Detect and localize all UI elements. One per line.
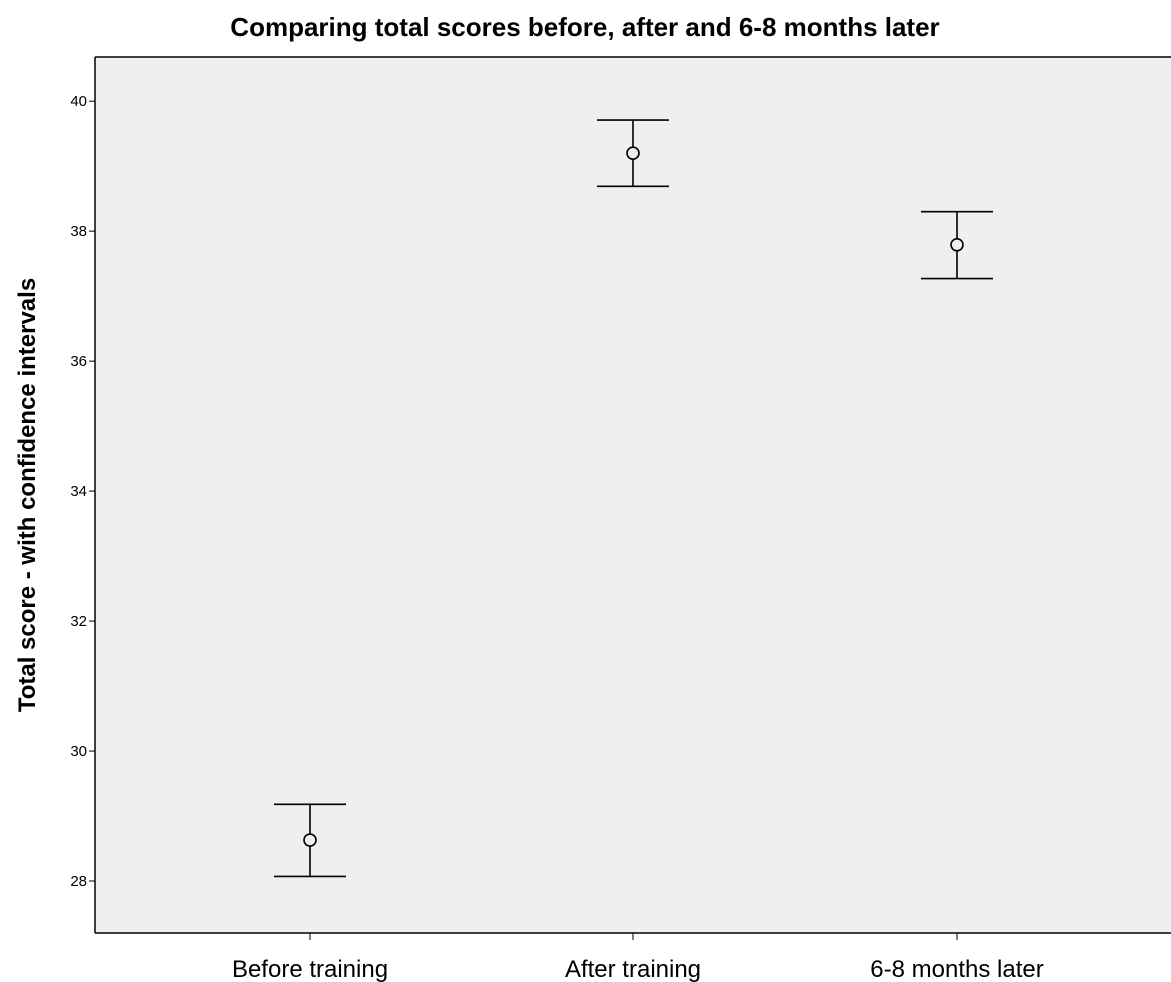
y-tick-label: 32 [70, 613, 87, 630]
x-tick-label: Before training [232, 956, 388, 982]
y-tick-label: 40 [70, 93, 87, 110]
x-tick-label: 6-8 months later [870, 956, 1043, 982]
chart-title: Comparing total scores before, after and… [230, 12, 939, 42]
mean-point [626, 146, 640, 160]
y-axis-ticks: 28 30 32 34 36 38 40 [70, 93, 95, 890]
mean-point [303, 833, 317, 847]
y-tick-label: 30 [70, 743, 87, 760]
mean-point [950, 238, 964, 252]
y-tick-label: 36 [70, 353, 87, 370]
mean-points [303, 146, 964, 847]
y-tick-label: 28 [70, 873, 87, 890]
y-tick-label: 38 [70, 223, 87, 240]
plot-area [95, 57, 1171, 933]
error-bars [274, 119, 993, 878]
x-tick-label: After training [565, 956, 701, 982]
x-axis-ticks: Before training After training 6-8 months … [232, 933, 1044, 982]
y-tick-label: 34 [70, 483, 87, 500]
y-axis-label: Total score - with confidence intervals [14, 278, 41, 712]
